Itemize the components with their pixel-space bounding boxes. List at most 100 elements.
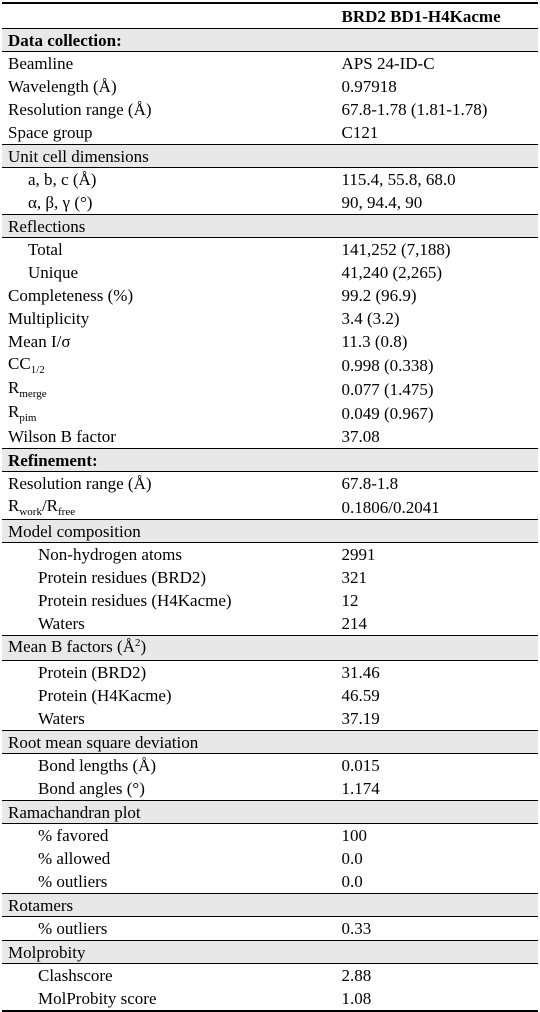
row-value: 67.8-1.78 (1.81-1.78) [341, 100, 488, 119]
section-row-rmsd: Root mean square deviation [2, 730, 538, 754]
row-label: a, b, c (Å) [28, 170, 97, 189]
row-value: 0.998 (0.338) [341, 355, 434, 375]
row-label: MolProbity score [38, 989, 157, 1008]
section-value-empty [335, 214, 538, 238]
table-row: Completeness (%) 99.2 (96.9) [2, 284, 538, 307]
row-value: 0.049 (0.967) [341, 403, 434, 423]
section-row-molprobity: Molprobity [2, 940, 538, 964]
table-row: Total 141,252 (7,188) [2, 238, 538, 262]
section-label: Root mean square deviation [2, 730, 336, 754]
table-row: Non-hydrogen atoms 2991 [2, 543, 538, 567]
table-row: Beamline APS 24-ID-C [2, 52, 538, 76]
label-main: R [8, 402, 20, 421]
row-value: 2991 [341, 545, 376, 564]
row-value: 90, 94.4, 90 [341, 193, 423, 212]
row-value: 31.46 [341, 663, 380, 682]
section-row-ramachandran: Ramachandran plot [2, 800, 538, 824]
section-label: Ramachandran plot [2, 800, 336, 824]
table-row: Space group C121 [2, 121, 538, 145]
row-label: % allowed [38, 849, 111, 868]
table-row: Bond lengths (Å) 0.015 [2, 754, 538, 778]
table-row: Protein residues (H4Kacme) 12 [2, 589, 538, 612]
table-row: Resolution range (Å) 67.8-1.78 (1.81-1.7… [2, 98, 538, 121]
row-label: % outliers [38, 872, 108, 891]
section-label: Model composition [2, 519, 336, 543]
row-value: 115.4, 55.8, 68.0 [341, 170, 456, 189]
row-value: 41,240 (2,265) [341, 263, 443, 282]
row-label: Waters [38, 614, 85, 633]
row-label: Bond lengths (Å) [38, 756, 157, 775]
row-value: 0.077 (1.475) [341, 379, 434, 399]
row-value: 99.2 (96.9) [341, 286, 417, 305]
row-label: Clashscore [38, 966, 113, 985]
section-value-empty [335, 730, 538, 754]
section-row-mean-b-factors: Mean B factors (Å2) [2, 635, 538, 661]
section-value-empty [335, 144, 538, 168]
row-value: 2.88 [341, 966, 372, 985]
table-row: % outliers 0.0 [2, 870, 538, 894]
row-value: 67.8-1.8 [341, 474, 399, 493]
row-value: 46.59 [341, 686, 380, 705]
table-row: α, β, γ (°) 90, 94.4, 90 [2, 191, 538, 215]
row-value: 37.08 [341, 427, 380, 446]
table-row: a, b, c (Å) 115.4, 55.8, 68.0 [2, 168, 538, 192]
table-row: Protein (BRD2) 31.46 [2, 661, 538, 685]
row-value: 0.015 [341, 756, 380, 775]
row-label: Protein residues (BRD2) [38, 568, 207, 587]
label-slash: /R [41, 496, 59, 515]
row-label: Non-hydrogen atoms [38, 545, 183, 564]
label-main: Mean B factors (Å [8, 637, 135, 656]
table-header-row: BRD2 BD1-H4Kacme [2, 3, 538, 29]
table-row: Unique 41,240 (2,265) [2, 261, 538, 284]
table-row: Wavelength (Å) 0.97918 [2, 75, 538, 98]
section-label-mean-b: Mean B factors (Å2) [2, 635, 336, 661]
table-row: CC1/2 0.998 (0.338) [2, 353, 538, 377]
table-row: % outliers 0.33 [2, 917, 538, 941]
section-label: Molprobity [2, 940, 336, 964]
table-row: Mean I/σ 11.3 (0.8) [2, 330, 538, 353]
section-value-empty [335, 635, 538, 661]
row-label: Space group [8, 123, 93, 142]
row-label: α, β, γ (°) [28, 193, 93, 212]
section-row-model-composition: Model composition [2, 519, 538, 543]
table-row: Multiplicity 3.4 (3.2) [2, 307, 538, 330]
row-value: 321 [341, 568, 368, 587]
row-value: 0.0 [341, 872, 363, 891]
row-label: Wavelength (Å) [8, 77, 117, 96]
row-label: Mean I/σ [8, 332, 71, 351]
row-label: Multiplicity [8, 309, 90, 328]
table-row: % favored 100 [2, 824, 538, 848]
row-value: 11.3 (0.8) [341, 332, 408, 351]
table-row: % allowed 0.0 [2, 847, 538, 870]
section-row-rotamers: Rotamers [2, 893, 538, 917]
row-value: 0.1806/0.2041 [341, 497, 440, 517]
section-label: Rotamers [2, 893, 336, 917]
section-value-empty [335, 28, 538, 52]
row-value: 12 [341, 591, 359, 610]
row-label: Wilson B factor [8, 427, 116, 446]
section-value-empty [335, 940, 538, 964]
table-row: Resolution range (Å) 67.8-1.8 [2, 472, 538, 496]
table-row: Waters 37.19 [2, 707, 538, 731]
row-label: Total [28, 240, 63, 259]
section-row-data-collection: Data collection: [2, 28, 538, 52]
table-row: Protein (H4Kacme) 46.59 [2, 684, 538, 707]
table-row: Bond angles (°) 1.174 [2, 777, 538, 801]
header-column-title: BRD2 BD1-H4Kacme [335, 3, 538, 29]
row-value: 3.4 (3.2) [341, 309, 400, 328]
row-label: Unique [28, 263, 79, 282]
table-row: Rmerge 0.077 (1.475) [2, 377, 538, 401]
row-label-cc-half: CC1/2 [2, 353, 336, 377]
label-subscript: 1/2 [30, 364, 45, 376]
row-label-rwork-rfree: Rwork/Rfree [2, 495, 336, 520]
row-label: Completeness (%) [8, 286, 134, 305]
label-close: ) [140, 637, 147, 656]
section-value-empty [335, 800, 538, 824]
table-row: Clashscore 2.88 [2, 964, 538, 988]
row-label: % favored [38, 826, 109, 845]
row-label: Protein (BRD2) [38, 663, 147, 682]
row-label-rmerge: Rmerge [2, 377, 336, 401]
header-empty-cell [2, 3, 336, 29]
row-label: Protein residues (H4Kacme) [38, 591, 232, 610]
